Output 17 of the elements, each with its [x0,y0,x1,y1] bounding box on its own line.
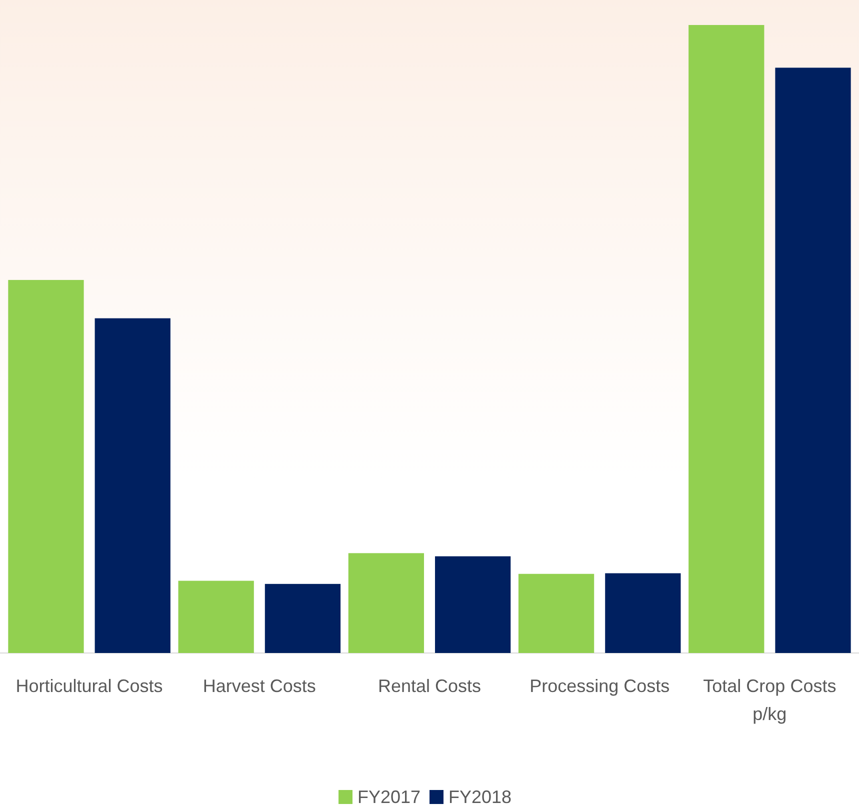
bar [94,318,170,653]
bar [8,280,84,653]
legend-label: FY2018 [448,787,512,807]
bar [775,68,851,653]
bar [435,556,511,653]
bar [518,574,594,653]
x-tick-label: Processing Costs [530,676,670,696]
x-tick-label: Harvest Costs [202,676,316,696]
bar [178,580,254,653]
x-tick-label: Total Crop Costs p/kg [703,676,836,724]
legend-label: FY2017 [358,787,421,807]
x-tick-label: Rental Costs [378,676,482,696]
bar [348,553,424,653]
bar [605,573,681,653]
bar [264,584,341,653]
bar [688,25,764,653]
x-tick-label: Horticultural Costs [16,676,163,696]
